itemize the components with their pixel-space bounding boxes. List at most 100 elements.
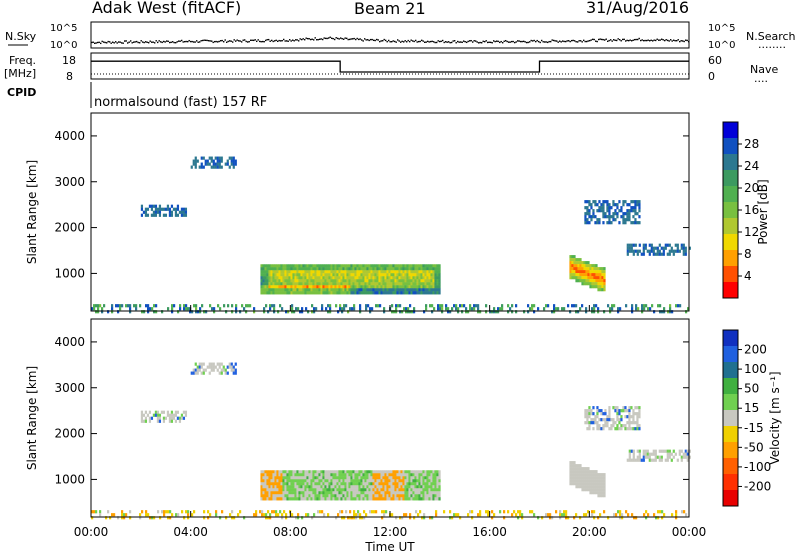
noise-point <box>524 41 526 43</box>
velocity-cell <box>577 476 580 480</box>
power-cell <box>129 307 132 311</box>
velocity-cell <box>573 482 576 486</box>
velocity-cell <box>370 485 373 489</box>
velocity-cell <box>344 494 347 498</box>
power-cell <box>515 304 518 308</box>
colorbar-tick-label: 24 <box>744 159 759 173</box>
velocity-cell <box>380 479 383 483</box>
power-cell <box>600 206 603 210</box>
noise-point <box>217 41 219 43</box>
power-cell <box>320 273 323 277</box>
power-cell <box>291 310 294 314</box>
power-cell <box>406 285 409 289</box>
velocity-cell <box>308 473 311 477</box>
velocity-cell <box>144 419 148 423</box>
noise-point <box>101 40 103 43</box>
power-cell <box>268 267 271 271</box>
velocity-cell <box>410 485 413 489</box>
power-cell <box>368 264 371 268</box>
power-cell <box>634 200 637 204</box>
power-cell <box>288 264 291 268</box>
power-cell <box>234 159 237 163</box>
power-cell <box>398 276 401 280</box>
noise-point <box>178 40 180 42</box>
velocity-cell <box>630 406 633 410</box>
power-cell <box>610 206 613 210</box>
velocity-cell <box>278 488 281 492</box>
velocity-cell <box>438 470 441 474</box>
power-cell <box>394 291 397 295</box>
velocity-cell <box>662 449 665 453</box>
power-cell <box>386 267 389 271</box>
power-cell <box>340 282 343 286</box>
velocity-cell <box>589 485 592 489</box>
power-cell <box>392 279 395 283</box>
noise-point <box>247 41 249 43</box>
noise-point <box>599 38 601 40</box>
velocity-cell <box>338 470 341 474</box>
power-cell <box>170 204 174 208</box>
velocity-cell <box>276 476 279 480</box>
velocity-cell <box>575 473 578 477</box>
noise-point <box>538 40 540 43</box>
power-cell <box>457 310 460 314</box>
velocity-cell <box>320 485 323 489</box>
velocity-cell <box>671 513 674 517</box>
power-cell <box>286 285 289 289</box>
noise-point <box>661 38 663 40</box>
power-cell <box>209 304 212 308</box>
velocity-cell <box>416 473 419 477</box>
power-cell <box>149 307 152 311</box>
velocity-cell <box>353 513 356 517</box>
velocity-cell <box>591 510 594 514</box>
velocity-cell <box>330 485 333 489</box>
power-cell <box>585 273 588 277</box>
velocity-cell <box>280 470 283 474</box>
power-cell <box>569 255 572 259</box>
velocity-cell <box>614 427 617 431</box>
velocity-cell <box>318 485 321 489</box>
velocity-cell <box>596 412 599 416</box>
power-cell <box>158 204 162 208</box>
power-cell <box>507 310 510 314</box>
velocity-cell <box>415 510 418 514</box>
velocity-cell <box>340 485 343 489</box>
power-cell <box>346 276 349 280</box>
velocity-cell <box>491 510 494 514</box>
velocity-cell <box>396 485 399 489</box>
velocity-cell <box>487 513 490 517</box>
noise-point <box>94 42 96 45</box>
power-cell <box>304 279 307 283</box>
power-cell <box>356 267 359 271</box>
noise-point <box>554 40 556 42</box>
power-cell <box>685 310 688 314</box>
velocity-cell <box>608 418 611 422</box>
velocity-cell <box>599 473 602 477</box>
velocity-cell <box>606 418 609 422</box>
power-cell <box>392 273 395 277</box>
power-cell <box>682 249 685 253</box>
velocity-cell <box>586 415 589 419</box>
noise-point <box>142 41 144 43</box>
power-cell <box>527 310 530 314</box>
velocity-cell <box>310 494 313 498</box>
power-cell <box>642 249 645 253</box>
power-cell <box>374 270 377 274</box>
noise-point <box>124 40 126 42</box>
power-cell <box>344 282 347 286</box>
velocity-cell <box>408 497 411 501</box>
velocity-cell <box>265 516 268 520</box>
velocity-cell <box>202 371 205 375</box>
velocity-cell <box>194 371 197 375</box>
power-cell <box>321 307 324 311</box>
power-cell <box>292 267 295 271</box>
power-cell <box>597 270 600 274</box>
power-cell <box>662 252 665 256</box>
velocity-cell <box>613 513 616 517</box>
velocity-cell <box>616 409 619 413</box>
velocity-cell <box>342 470 345 474</box>
power-cell <box>626 249 629 253</box>
velocity-cell <box>342 488 345 492</box>
noise-point <box>119 41 121 43</box>
power-cell <box>413 310 416 314</box>
